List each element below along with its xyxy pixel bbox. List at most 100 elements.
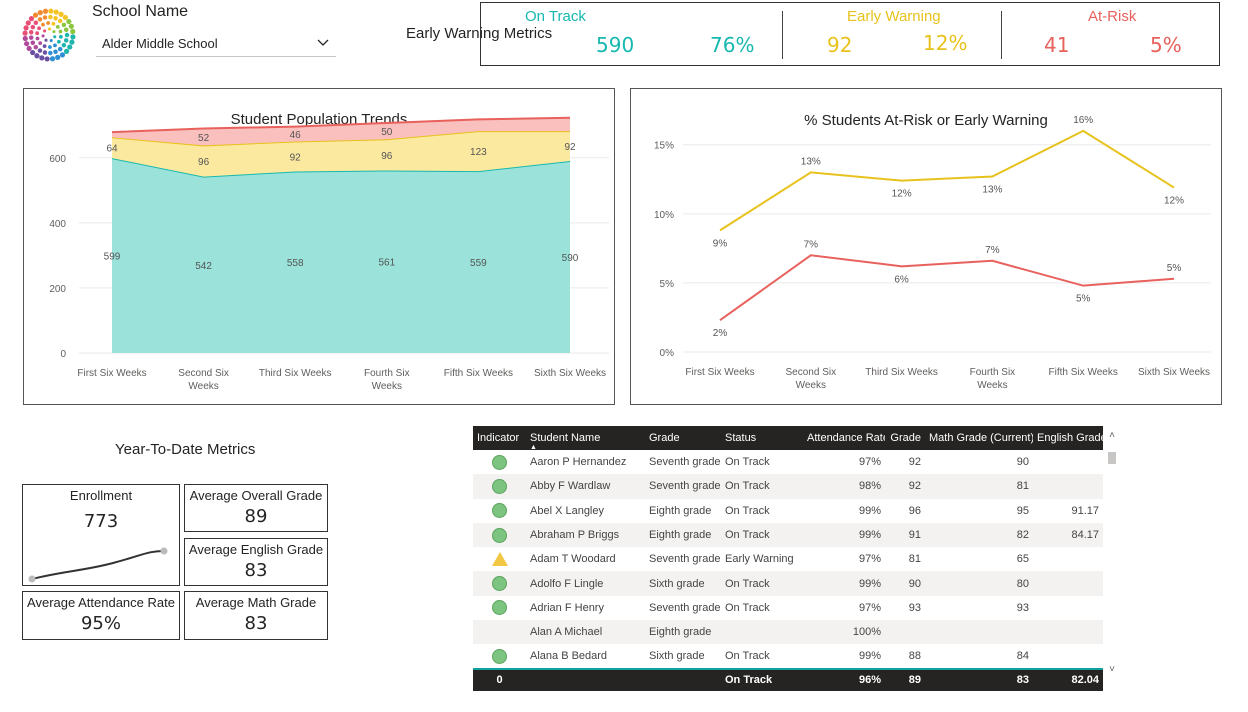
math-grade-cell: 95 (1016, 504, 1029, 517)
attendance-rate-cell: 98% (858, 480, 881, 493)
logo-dot (46, 21, 51, 25)
area-series-0[interactable] (112, 158, 570, 353)
kpi-early-warning-pct: 12% (923, 31, 968, 55)
data-label: 12% (892, 189, 912, 200)
student-population-trends-chart[interactable]: Student Population Trends 0 200 400 600 599 54… (23, 88, 615, 405)
scrollbar-thumb[interactable] (1108, 452, 1116, 464)
col-header-math-grade[interactable]: Math Grade (Current) (929, 432, 1033, 444)
status-cell (721, 620, 803, 644)
table-row[interactable]: Abby F Wardlaw Seventh grade On Track 98% 92… (473, 474, 1103, 499)
grade-cell: 92 (908, 480, 921, 493)
math-grade-cell: 80 (1016, 577, 1029, 590)
data-label: 558 (287, 258, 304, 269)
line-series-1[interactable] (719, 254, 1175, 322)
pct-at-risk-early-warning-chart[interactable]: % Students At-Risk or Early Warning 0% 5% 1… (630, 88, 1222, 405)
area-series-1[interactable] (112, 131, 570, 177)
logo-dot (53, 16, 58, 21)
kpi-on-track-label: On Track (525, 8, 586, 25)
english-grade-cell (1033, 620, 1103, 644)
avg-overall-grade-label: Average Overall Grade (189, 488, 323, 503)
line-series-0[interactable] (719, 129, 1175, 232)
logo-dot (58, 34, 63, 39)
table-row[interactable]: Abel X Langley Eighth grade On Track 99% 96 9… (473, 499, 1103, 523)
logo-dot (22, 35, 28, 42)
attendance-rate-cell: 99% (858, 577, 881, 590)
table-row[interactable]: Abraham P Briggs Eighth grade On Track 99% 9… (473, 522, 1103, 548)
logo-dot (61, 22, 67, 28)
table-row[interactable]: Adolfo F Lingle Sixth grade On Track 99% 90 8… (473, 571, 1103, 596)
logo-dot (26, 45, 32, 52)
table-row[interactable]: Aaron P Hernandez Seventh grade On Track 97… (473, 450, 1103, 474)
data-label: 92 (564, 142, 576, 153)
table-scrollbar[interactable]: ˄ ˅ (1106, 430, 1118, 676)
status-cell: Early Warning (725, 553, 794, 566)
y-tick-label: 15% (654, 141, 674, 152)
logo-dot (67, 44, 73, 50)
logo-dot (55, 24, 60, 29)
kpi-divider (782, 11, 783, 59)
area-series-2[interactable] (112, 117, 570, 146)
math-grade-cell: 65 (1016, 553, 1029, 566)
on-track-circle-icon (492, 478, 507, 494)
status-cell: On Track (725, 480, 770, 493)
col-header-attendance-rate[interactable]: Attendance Rate (807, 432, 885, 444)
grade-level-cell: Seventh grade (649, 480, 721, 493)
y-tick-label: 200 (49, 284, 66, 295)
math-grade-cell (925, 620, 1033, 644)
indicator-cell (473, 620, 526, 644)
data-label: 5% (1076, 294, 1091, 305)
col-header-grade[interactable]: Grade (890, 432, 921, 444)
table-row[interactable]: Adam T Woodard Seventh grade Early Warning… (473, 547, 1103, 571)
data-label: 5% (1167, 263, 1182, 274)
attendance-rate-cell: 97% (858, 553, 881, 566)
table-row[interactable]: Adrian F Henry Seventh grade On Track 97% 93… (473, 596, 1103, 620)
table-header-row: Indicator Student Name ▲ Grade Status Att… (473, 426, 1103, 450)
total-status: On Track (725, 674, 773, 687)
logo-dot (59, 52, 66, 58)
table-total-row: 0 On Track 96% 89 83 82.04 (473, 668, 1103, 691)
y-tick-label: 400 (49, 219, 66, 230)
math-grade-cell: 93 (1016, 601, 1029, 614)
logo-dot (42, 8, 49, 14)
logo-dot (53, 35, 57, 39)
ytd-metrics-title: Year-To-Date Metrics (115, 441, 256, 458)
grade-level-cell: Seventh grade (649, 456, 721, 469)
scroll-down-icon[interactable]: ˅ (1109, 664, 1115, 675)
x-tick-label: Second Six (178, 368, 229, 379)
logo-dot (63, 38, 69, 43)
data-label: 13% (801, 156, 821, 167)
logo-dot (25, 20, 31, 26)
logo-dot (48, 8, 54, 14)
kpi-at-risk-count: 41 (1044, 33, 1070, 57)
logo-dot (43, 29, 47, 33)
attendance-rate-cell: 97% (858, 456, 881, 469)
table-row[interactable]: Alana B Bedard Sixth grade On Track 99% 88 84 (473, 644, 1103, 668)
avg-english-grade-card: Average English Grade 83 (184, 538, 328, 586)
data-label: 46 (290, 130, 302, 141)
school-dropdown[interactable]: Alder Middle School (96, 31, 336, 57)
student-name-cell: Adam T Woodard (530, 553, 616, 566)
english-grade-cell (1033, 450, 1103, 474)
logo-dot (35, 36, 40, 41)
math-grade-cell: 82 (1016, 529, 1029, 542)
student-table[interactable]: Indicator Student Name ▲ Grade Status Att… (473, 426, 1103, 691)
student-name-cell: Abraham P Briggs (530, 529, 620, 542)
scroll-up-icon[interactable]: ˄ (1109, 430, 1115, 441)
english-grade-cell: 91.17 (1071, 504, 1099, 517)
logo-dot (58, 18, 63, 24)
col-header-english-grade[interactable]: English Grade (1037, 432, 1103, 444)
col-header-student-name[interactable]: Student Name ▲ (526, 426, 645, 450)
grade-level-cell: Seventh grade (649, 601, 721, 614)
english-grade-cell: 84.17 (1071, 529, 1099, 542)
avg-math-grade-card: Average Math Grade 83 (184, 591, 328, 640)
attendance-rate-cell: 97% (858, 601, 881, 614)
on-track-circle-icon (492, 600, 507, 616)
col-header-indicator[interactable]: Indicator (477, 432, 520, 444)
total-attendance: 96% (858, 674, 881, 687)
table-row[interactable]: Alan A Michael Eighth grade 100% (473, 620, 1103, 645)
english-grade-cell (1033, 596, 1103, 620)
data-label: 52 (198, 133, 210, 144)
col-header-grade-level[interactable]: Grade (649, 432, 680, 444)
logo-dot (42, 50, 48, 55)
col-header-status[interactable]: Status (725, 432, 757, 444)
